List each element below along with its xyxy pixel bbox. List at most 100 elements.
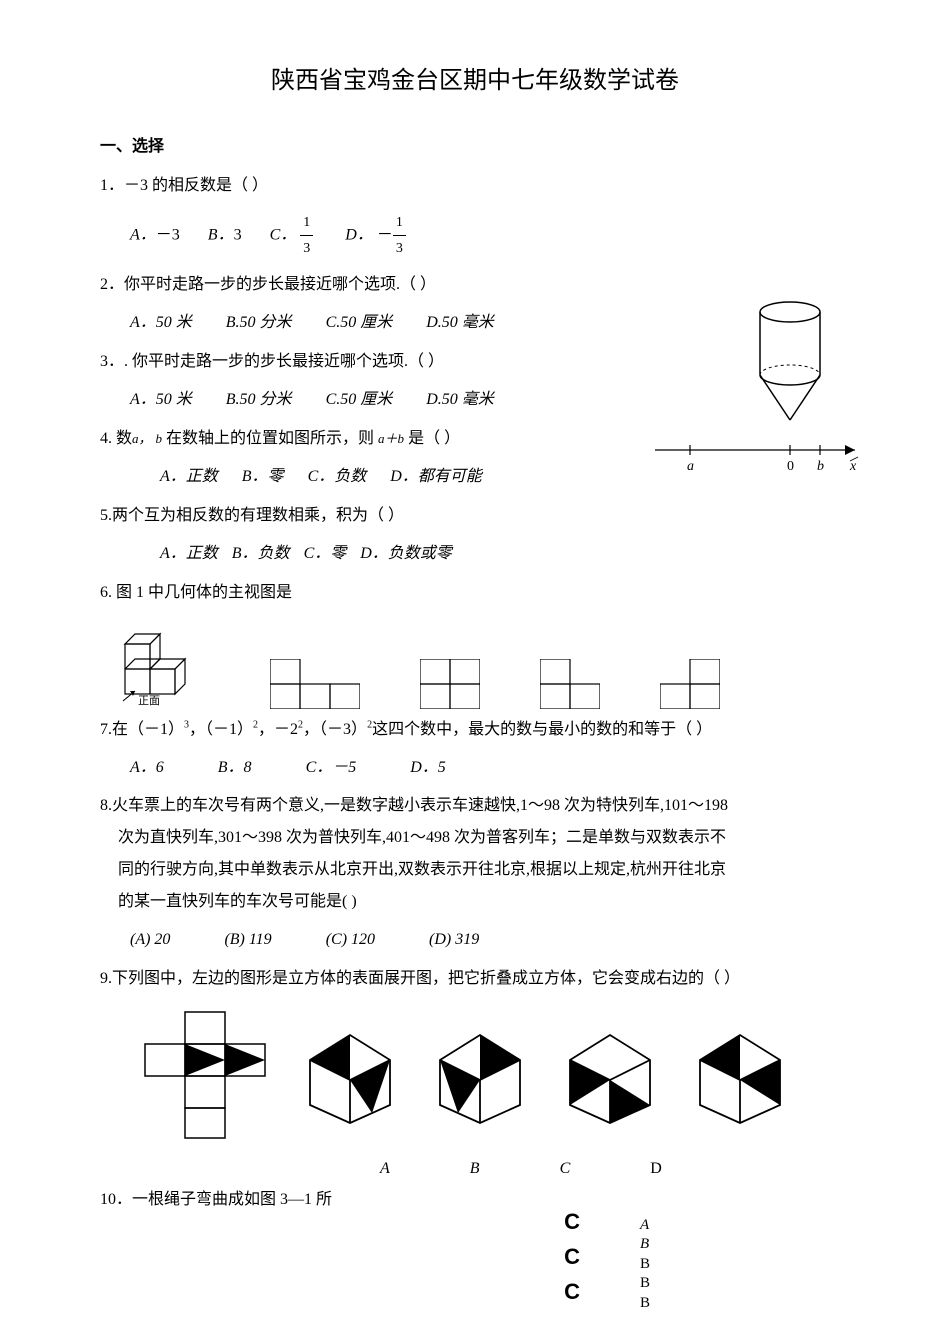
q6-view-c xyxy=(540,659,600,709)
cylinder-cone-figure xyxy=(750,300,830,430)
q1-optB-label: B． xyxy=(208,226,234,243)
q9-cube-c xyxy=(560,1025,660,1125)
q10-text: 10．一根绳子弯曲成如图 3—1 所 xyxy=(100,1191,332,1208)
q7-optB: B．8 xyxy=(218,754,252,783)
q7-mid2: ，－2 xyxy=(258,721,298,738)
q3-optC: C.50 厘米 xyxy=(326,386,393,415)
q9-figures xyxy=(100,1010,850,1140)
q5-optD: D．负数或零 xyxy=(360,540,452,569)
q10-sideC: C xyxy=(564,1204,580,1239)
q7-options: A．6 B．8 C．－5 D．5 xyxy=(100,754,850,783)
q8-optA: (A) 20 xyxy=(130,926,170,955)
q9-cube-d xyxy=(690,1025,790,1125)
q5-text: 5.两个互为相反数的有理数相乘，积为（ ） xyxy=(100,507,404,524)
q4-mid: 在数轴上的位置如图所示，则 xyxy=(166,430,374,447)
q8-line1: 8.火车票上的车次号有两个意义,一是数字越小表示车速越快,1～98 次为特快列车… xyxy=(100,790,850,822)
q5-options: A．正数 B．负数 C．零 D．负数或零 xyxy=(100,540,850,569)
q5-optB: B．负数 xyxy=(232,540,290,569)
q9-labelA: A xyxy=(380,1155,390,1184)
q9-cube-b xyxy=(430,1025,530,1125)
q8-optB: (B) 119 xyxy=(224,926,271,955)
q6-view-d xyxy=(660,659,720,709)
q10-sideC2: C xyxy=(564,1239,580,1274)
section-header: 一、选择 xyxy=(100,133,850,162)
q1-optD-label: D． xyxy=(345,226,373,243)
q3-optD: D.50 毫米 xyxy=(426,386,494,415)
q1-optA: －3 xyxy=(156,226,180,243)
q4-var-a: a， xyxy=(132,431,152,446)
q9-labels: A B C D xyxy=(100,1155,850,1184)
q1-optA-label: A． xyxy=(130,226,156,243)
q4-optD: D．都有可能 xyxy=(390,463,482,492)
q3-options: A．50 米 B.50 分米 C.50 厘米 D.50 毫米 xyxy=(100,386,850,415)
q8-line4: 的某一直快列车的车次号可能是( ) xyxy=(100,886,850,918)
number-line-figure: a 0 b x xyxy=(650,435,870,475)
q3-optA: A．50 米 xyxy=(130,386,192,415)
q8-optD: (D) 319 xyxy=(429,926,479,955)
q4-optB: B．零 xyxy=(242,463,284,492)
q6-view-a xyxy=(270,659,360,709)
q2-text: 2．你平时走路一步的步长最接近哪个选项.（ ） xyxy=(100,276,436,293)
q2-options: A．50 米 B.50 分米 C.50 厘米 D.50 毫米 xyxy=(100,309,850,338)
q8-optC: (C) 120 xyxy=(326,926,375,955)
q3-optB: B.50 分米 xyxy=(226,386,292,415)
q9-labelD: D xyxy=(650,1155,662,1184)
svg-text:b: b xyxy=(817,459,824,474)
q4-prefix: 4. 数 xyxy=(100,430,132,447)
q6-text: 6. 图 1 中几何体的主视图是 xyxy=(100,584,292,601)
fraction-neg-1-3: 13 xyxy=(393,210,406,261)
q1-optC-label: C． xyxy=(270,226,297,243)
q4-optA: A．正数 xyxy=(160,463,218,492)
q10-c-labels: C C C xyxy=(564,1204,580,1310)
question-3: 3．. 你平时走路一步的步长最接近哪个选项.（ ） xyxy=(100,346,850,378)
question-2: 2．你平时走路一步的步长最接近哪个选项.（ ） xyxy=(100,269,850,301)
page-title: 陕西省宝鸡金台区期中七年级数学试卷 xyxy=(100,60,850,103)
q2-optB: B.50 分米 xyxy=(226,309,292,338)
q10-sideB2: B xyxy=(640,1255,650,1275)
q2-optA: A．50 米 xyxy=(130,309,192,338)
q3-text: 3．. 你平时走路一步的步长最接近哪个选项.（ ） xyxy=(100,353,444,370)
q10-sideB3: B xyxy=(640,1274,650,1294)
fraction-1-3: 13 xyxy=(300,210,313,261)
question-6: 6. 图 1 中几何体的主视图是 xyxy=(100,577,850,609)
svg-text:a: a xyxy=(687,459,694,474)
svg-text:正面: 正面 xyxy=(138,695,160,707)
q9-labelC: C xyxy=(560,1155,571,1184)
svg-text:0: 0 xyxy=(787,459,794,474)
q4-var-ab: a＋b xyxy=(378,431,404,446)
q9-cube-a xyxy=(300,1025,400,1125)
q10-sideB4: B xyxy=(640,1294,650,1314)
q7-optA: A．6 xyxy=(130,754,164,783)
q8-line3: 同的行驶方向,其中单数表示从北京开出,双数表示开往北京,根据以上规定,杭州开往北… xyxy=(100,854,850,886)
q1-optB: 3 xyxy=(234,226,242,243)
question-8: 8.火车票上的车次号有两个意义,一是数字越小表示车速越快,1～98 次为特快列车… xyxy=(100,790,850,918)
q6-figures: 正面 xyxy=(120,619,850,709)
q6-view-b xyxy=(420,659,480,709)
q9-labelB: B xyxy=(470,1155,480,1184)
q6-3d-solid: 正面 xyxy=(120,619,210,709)
question-9: 9.下列图中，左边的图形是立方体的表面展开图，把它折叠成立方体，它会变成右边的（… xyxy=(100,963,850,995)
q8-line2: 次为直快列车,301～398 次为普快列车,401～498 次为普客列车；二是单… xyxy=(100,822,850,854)
question-10: 10．一根绳子弯曲成如图 3—1 所 A B B B B C C C xyxy=(100,1184,850,1216)
question-7: 7.在（－1）3，（－1）2，－22，（－3）2这四个数中，最大的数与最小的数的… xyxy=(100,714,850,746)
q4-var-b: b xyxy=(156,431,163,446)
q7-mid3: ，（－3） xyxy=(303,721,367,738)
q5-optC: C．零 xyxy=(304,540,347,569)
q7-optD: D．5 xyxy=(410,754,446,783)
q2-optC: C.50 厘米 xyxy=(326,309,393,338)
q7-prefix: 7.在（－1） xyxy=(100,721,184,738)
question-5: 5.两个互为相反数的有理数相乘，积为（ ） xyxy=(100,500,850,532)
q2-optD: D.50 毫米 xyxy=(426,309,494,338)
q7-optC: C．－5 xyxy=(306,754,357,783)
question-1: 1．－3 的相反数是（ ） xyxy=(100,170,850,202)
q8-options: (A) 20 (B) 119 (C) 120 (D) 319 xyxy=(100,926,850,955)
q10-sideB: B xyxy=(640,1235,650,1255)
q4-suffix: 是（ ） xyxy=(408,430,460,447)
q10-sideA: A xyxy=(640,1216,650,1236)
q5-optA: A．正数 xyxy=(160,540,218,569)
q1-text: 1．－3 的相反数是（ ） xyxy=(100,177,268,194)
q4-optC: C．负数 xyxy=(308,463,367,492)
q9-net xyxy=(140,1010,270,1140)
q10-sideC3: C xyxy=(564,1274,580,1309)
q1-options: A．－3 B．3 C． 13 D． －13 xyxy=(100,210,850,261)
